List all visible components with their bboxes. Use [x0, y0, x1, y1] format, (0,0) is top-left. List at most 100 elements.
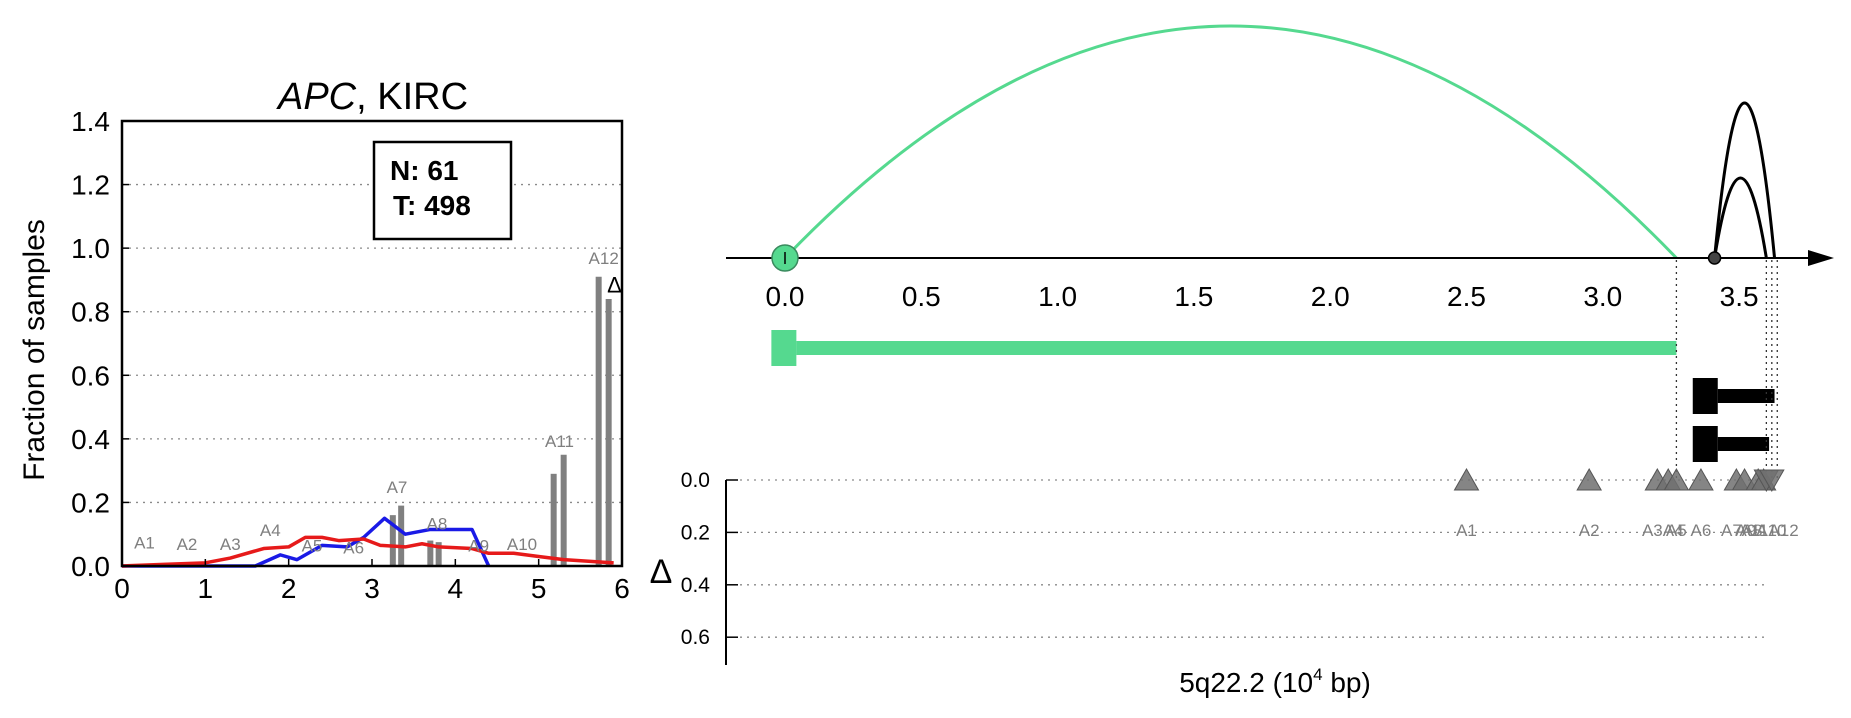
- transcript-block: [771, 330, 797, 366]
- left-y-tick-label: 0.0: [71, 551, 110, 582]
- marker-label: A7A8: [1721, 521, 1763, 540]
- left-exon-label: A3: [220, 535, 241, 554]
- transcript-block: [1692, 378, 1718, 414]
- title-gene: APC: [276, 76, 357, 118]
- marker-label: A1: [1456, 521, 1477, 540]
- delta-marker-a12: [1758, 469, 1785, 493]
- xlabel-exponent: 4: [1313, 665, 1322, 684]
- right-y-axis-label: Δ: [650, 553, 673, 591]
- left-plot-frame: [120, 119, 624, 568]
- left-exon-label: A8: [427, 514, 448, 533]
- delta-marker: Δ: [607, 273, 622, 298]
- right-grid: [740, 479, 1765, 638]
- right-y-tick-label: 0.0: [681, 469, 710, 492]
- left-x-tick-label: 3: [364, 573, 380, 604]
- left-exon-label: A10: [507, 535, 537, 554]
- left-y-axis-label: Fraction of samples: [18, 219, 51, 481]
- left-exon-label: A5: [302, 537, 323, 556]
- left-y-tick-label: 0.2: [71, 487, 110, 518]
- legend-normal-count: N: 61: [390, 155, 458, 186]
- legend-tumor-count: T: 498: [393, 190, 471, 221]
- right-y-ticks: 0.0 0.2 0.4 0.6: [681, 469, 738, 649]
- right-x-tick-label: 0.5: [902, 281, 941, 312]
- left-exon-label: A4: [260, 521, 281, 540]
- right-x-axis-label: 5q22.2 (104 bp): [1179, 665, 1371, 698]
- delta-marker-a1: [1453, 467, 1480, 491]
- marker-label: A2: [1579, 521, 1600, 540]
- left-y-tick-label: 0.4: [71, 424, 110, 455]
- connector-lines: [1675, 260, 1778, 480]
- delta-markers: [1453, 467, 1785, 493]
- legend-box-border: [372, 140, 513, 241]
- left-exon-labels: A1 A2 A3 A4 A5 A6 A7 A8 A9 A10 A11 A12: [134, 249, 619, 557]
- junction-dot: [1707, 251, 1722, 265]
- title-cohort: , KIRC: [356, 76, 468, 118]
- transcript-bar: [1717, 389, 1775, 403]
- left-bar: [595, 276, 602, 566]
- transcript-block: [1692, 426, 1718, 462]
- delta-marker-a2: [1576, 467, 1603, 491]
- left-x-tick-label: 6: [614, 573, 630, 604]
- left-x-tick-label: 4: [448, 573, 464, 604]
- xlabel-tail: bp): [1323, 667, 1371, 698]
- left-lines: [121, 516, 614, 568]
- left-bar: [389, 515, 396, 566]
- left-exon-label: A12: [589, 249, 619, 268]
- right-x-ticks: 0.0 0.5 1.0 1.5 2.0 2.5 3.0 3.5: [766, 281, 1759, 312]
- marker-label: A6: [1691, 521, 1712, 540]
- right-x-tick-label: 3.5: [1720, 281, 1759, 312]
- junction-arc: [1713, 101, 1777, 259]
- junction-arc: [1713, 176, 1768, 259]
- left-y-tick-label: 1.4: [71, 106, 110, 137]
- left-exon-label: A1: [134, 534, 155, 553]
- left-panel: APC, KIRC Fraction of samples A1 A2 A3 A4 A5…: [18, 76, 630, 604]
- right-y-tick-label: 0.2: [681, 521, 710, 544]
- left-bar: [560, 454, 567, 566]
- left-y-tick-label: 0.8: [71, 297, 110, 328]
- left-exon-label: A6: [343, 538, 364, 557]
- right-x-tick-label: 2.5: [1447, 281, 1486, 312]
- left-x-tick-label: 2: [281, 573, 297, 604]
- transcripts: [771, 330, 1775, 462]
- right-y-tick-label: 0.6: [681, 626, 710, 649]
- junction-arc: [783, 24, 1678, 260]
- right-x-tick-label: 1.0: [1038, 281, 1077, 312]
- left-chart-title: APC, KIRC: [276, 76, 468, 118]
- xlabel-main: 5q22.2 (10: [1179, 667, 1313, 698]
- left-x-tick-label: 1: [198, 573, 214, 604]
- left-x-tick-label: 0: [114, 573, 130, 604]
- left-bar: [398, 505, 405, 566]
- right-x-tick-label: 2.0: [1311, 281, 1350, 312]
- left-exon-label: A9: [468, 537, 489, 556]
- left-exon-label: A11: [545, 432, 574, 451]
- left-series-line: [121, 535, 614, 568]
- right-x-tick-label: 0.0: [766, 281, 805, 312]
- left-y-tick-label: 1.2: [71, 170, 110, 201]
- transcript-bar: [796, 341, 1677, 355]
- left-bars: [389, 276, 612, 566]
- right-y-tick-label: 0.4: [681, 574, 711, 597]
- marker-label: A5: [1666, 521, 1687, 540]
- left-bar: [427, 540, 434, 566]
- legend-box: N: 61 T: 498: [372, 140, 513, 241]
- left-series-line: [122, 516, 491, 568]
- delta-marker-a6: [1688, 467, 1714, 491]
- left-grid: [122, 183, 622, 504]
- left-y-tick-label: 0.6: [71, 360, 110, 391]
- left-x-tick-label: 5: [531, 573, 547, 604]
- right-panel: 0.0 0.5 1.0 1.5 2.0 2.5 3.0 3.5 0.00.20.40.6 Δ …: [650, 24, 1834, 698]
- left-bar: [435, 542, 442, 566]
- left-exon-label: A2: [177, 535, 198, 554]
- marker-label: A11A12: [1739, 521, 1798, 540]
- right-x-tick-label: 3.0: [1583, 281, 1622, 312]
- left-exon-label: A7: [387, 478, 408, 497]
- left-bar: [605, 299, 612, 566]
- marker-label: A3A4: [1642, 521, 1684, 540]
- junction-arcs: [783, 24, 1777, 260]
- delta-marker-a5: [1663, 467, 1690, 491]
- marker-label: A9A10: [1735, 521, 1786, 540]
- genomic-axis-arrow: [1808, 250, 1834, 266]
